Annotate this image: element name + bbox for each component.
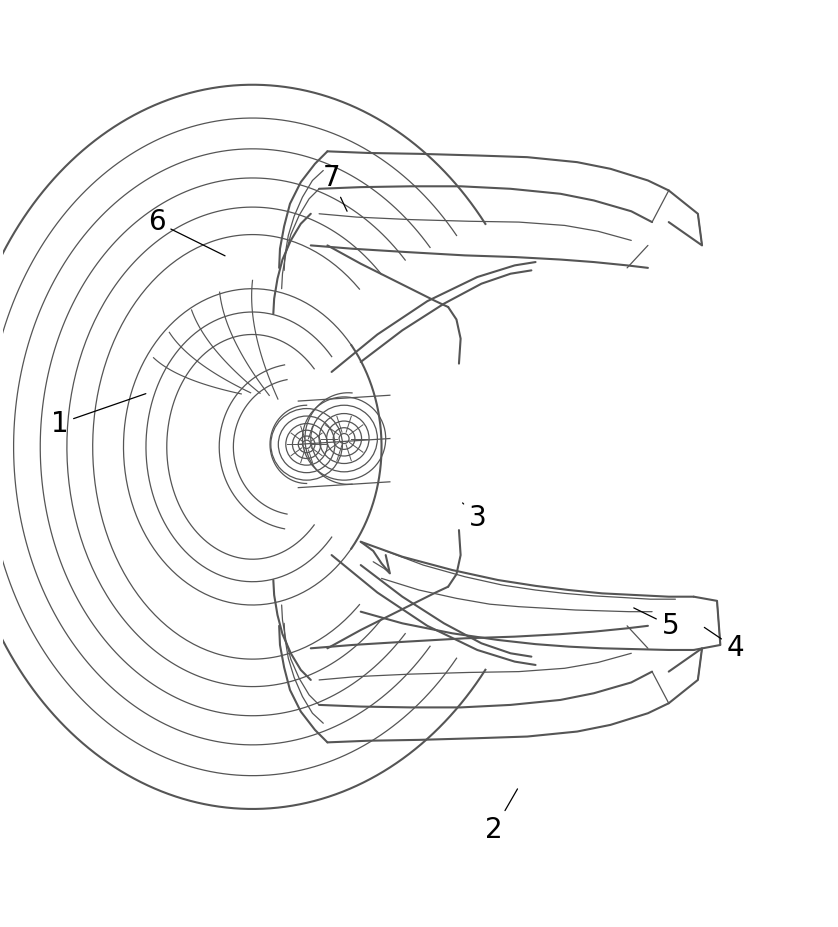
Text: 4: 4 (704, 628, 744, 662)
Text: 2: 2 (485, 789, 518, 844)
Text: 7: 7 (323, 164, 347, 211)
Text: 3: 3 (463, 503, 486, 531)
Text: 1: 1 (50, 394, 146, 438)
Text: 5: 5 (634, 608, 680, 640)
Text: 6: 6 (148, 208, 225, 256)
